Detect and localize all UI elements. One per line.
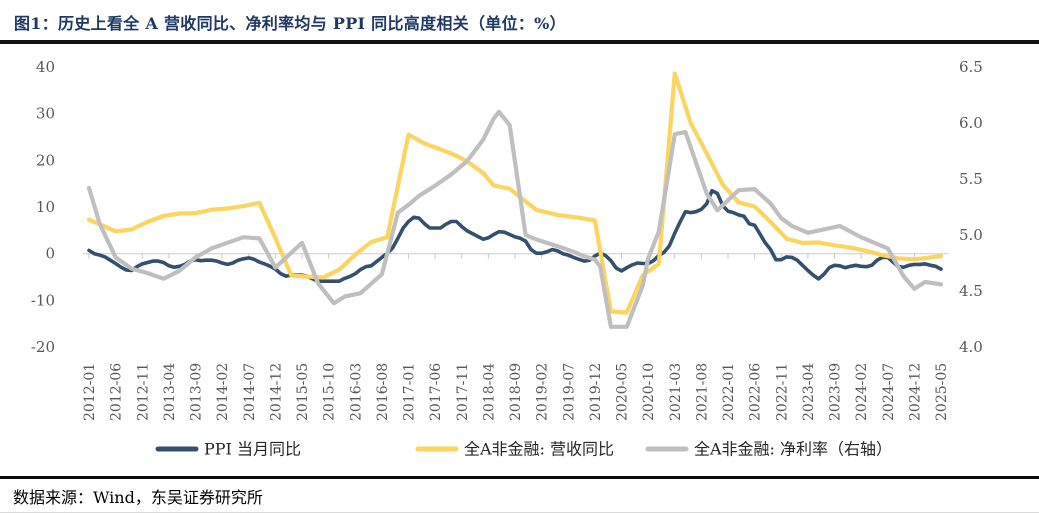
x-tick-label: 2014-07 [242, 363, 258, 421]
y-left-tick-label: 20 [36, 151, 55, 169]
x-tick-label: 2016-03 [348, 363, 364, 421]
y-left-tick-label: 40 [36, 58, 55, 76]
y-left-tick-label: 30 [36, 105, 55, 123]
legend-item-net_margin: 全A非金融: 净利率（右轴） [645, 440, 892, 459]
x-tick-label: 2022-01 [721, 363, 737, 421]
x-tick-label: 2014-02 [215, 363, 231, 421]
x-tick-label: 2020-10 [641, 363, 657, 421]
title-divider-rule [0, 40, 1039, 44]
x-tick-label: 2023-04 [801, 363, 817, 421]
y-right-tick-label: 6.0 [959, 114, 983, 132]
x-tick-label: 2018-09 [508, 363, 524, 421]
x-tick-label: 2018-04 [481, 363, 497, 421]
x-tick-label: 2015-05 [295, 363, 311, 421]
x-tick-label: 2017-06 [428, 363, 444, 421]
y-left-tick-label: 10 [36, 198, 55, 216]
x-tick-label: 2021-03 [668, 363, 684, 421]
x-tick-label: 2013-04 [162, 363, 178, 421]
x-tick-label: 2021-08 [694, 363, 710, 421]
x-tick-label: 2014-12 [268, 363, 284, 421]
x-tick-label: 2025-05 [934, 363, 950, 421]
x-tick-label: 2024-12 [907, 363, 923, 421]
ppi-line [87, 188, 943, 284]
x-tick-label: 2013-09 [189, 363, 205, 421]
x-tick-label: 2022-11 [774, 363, 790, 421]
x-tick-label: 2019-07 [561, 363, 577, 421]
legend-item-ppi: PPI 当月同比 [155, 440, 301, 459]
source-divider-rule [0, 476, 1039, 479]
x-axis-labels: 2012-01 2012-06 2012-11 2013-04 2013-09 2014-… [82, 363, 950, 421]
x-tick-label: 2012-11 [135, 363, 151, 421]
line-chart-svg: 2012-01 2012-06 2012-11 2013-04 2013-09 2014-… [31, 58, 983, 459]
x-tick-label: 2024-02 [854, 363, 870, 421]
y-axis-right-labels: 6.5 6.0 5.5 5.0 4.5 4.0 [959, 58, 983, 356]
x-tick-label: 2024-07 [881, 363, 897, 421]
bottom-border-rule [0, 512, 1039, 513]
legend-item-revenue_yoy: 全A非金融: 营收同比 [415, 440, 614, 459]
x-tick-label: 2012-01 [82, 363, 98, 421]
revenue-line [86, 71, 944, 315]
legend-label-ppi: PPI 当月同比 [204, 440, 301, 459]
chart-area: 2012-01 2012-06 2012-11 2013-04 2013-09 2014-… [0, 44, 1039, 474]
x-tick-label: 2016-08 [375, 363, 391, 421]
legend-label-revenue_yoy: 全A非金融: 营收同比 [464, 440, 614, 459]
netmargin-line [86, 109, 944, 329]
y-right-tick-label: 6.5 [959, 58, 983, 76]
legend-label-net_margin: 全A非金融: 净利率（右轴） [694, 440, 892, 459]
y-right-tick-label: 5.0 [959, 226, 983, 244]
x-axis [83, 253, 948, 259]
y-axis-left-labels: 40 30 20 10 0 -10 -20 [31, 58, 55, 356]
x-tick-label: 2012-06 [109, 363, 125, 421]
y-right-tick-label: 4.5 [959, 282, 983, 300]
y-right-tick-label: 4.0 [959, 338, 983, 356]
x-tick-label: 2023-09 [828, 363, 844, 421]
x-tick-label: 2020-05 [615, 363, 631, 421]
x-tick-label: 2022-06 [748, 363, 764, 421]
y-left-tick-label: 0 [45, 245, 55, 263]
x-tick-label: 2017-01 [402, 363, 418, 421]
data-source-note: 数据来源：Wind，东吴证券研究所 [13, 488, 263, 507]
y-left-tick-label: -20 [31, 338, 55, 356]
x-tick-label: 2019-12 [588, 363, 604, 421]
figure-title: 图1：历史上看全 A 营收同比、净利率均与 PPI 同比高度相关（单位：%） [14, 14, 566, 33]
x-tick-label: 2019-02 [535, 363, 551, 421]
x-tick-label: 2017-11 [455, 363, 471, 421]
y-left-tick-label: -10 [31, 291, 55, 309]
x-tick-label: 2015-10 [322, 363, 338, 421]
y-right-tick-label: 5.5 [959, 170, 983, 188]
chart-legend: PPI 当月同比 全A非金融: 营收同比 全A非金融: 净利率（右轴） [155, 440, 892, 459]
